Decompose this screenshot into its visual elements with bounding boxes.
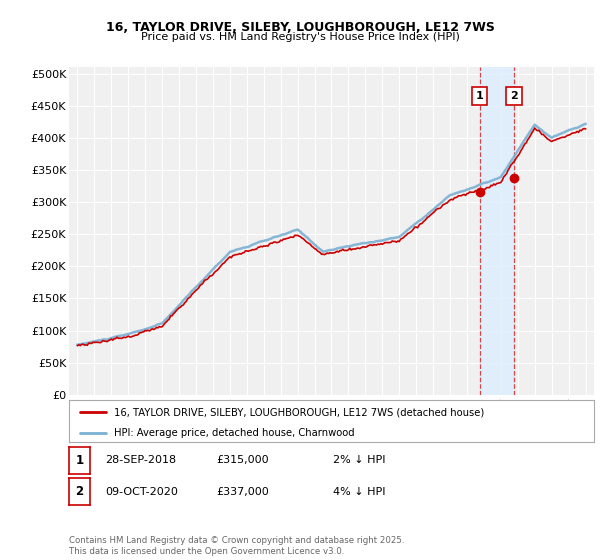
Text: HPI: Average price, detached house, Charnwood: HPI: Average price, detached house, Char…: [113, 428, 354, 438]
Text: 16, TAYLOR DRIVE, SILEBY, LOUGHBOROUGH, LE12 7WS: 16, TAYLOR DRIVE, SILEBY, LOUGHBOROUGH, …: [106, 21, 494, 34]
Text: 16, TAYLOR DRIVE, SILEBY, LOUGHBOROUGH, LE12 7WS (detached house): 16, TAYLOR DRIVE, SILEBY, LOUGHBOROUGH, …: [113, 407, 484, 417]
Text: 09-OCT-2020: 09-OCT-2020: [105, 487, 178, 497]
Text: 2: 2: [510, 91, 518, 101]
Text: 1: 1: [476, 91, 484, 101]
Text: £315,000: £315,000: [216, 455, 269, 465]
Text: 28-SEP-2018: 28-SEP-2018: [105, 455, 176, 465]
Bar: [479, 67, 514, 395]
Text: 2% ↓ HPI: 2% ↓ HPI: [333, 455, 386, 465]
Text: 4% ↓ HPI: 4% ↓ HPI: [333, 487, 386, 497]
Text: Contains HM Land Registry data © Crown copyright and database right 2025.
This d: Contains HM Land Registry data © Crown c…: [69, 536, 404, 556]
Text: Price paid vs. HM Land Registry's House Price Index (HPI): Price paid vs. HM Land Registry's House …: [140, 32, 460, 43]
Text: 2: 2: [76, 485, 83, 498]
Text: 1: 1: [76, 454, 83, 467]
Text: £337,000: £337,000: [216, 487, 269, 497]
